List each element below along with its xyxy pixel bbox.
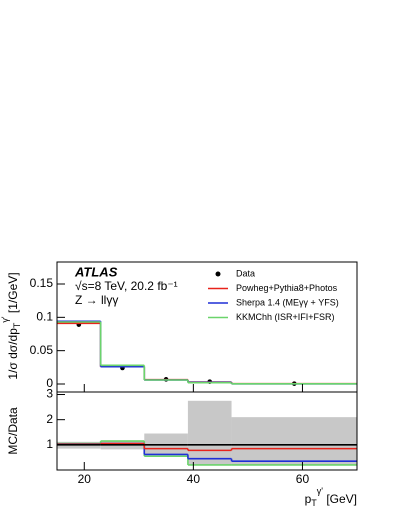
process-label: Z → llγγ (75, 293, 118, 307)
energy-label: √s=8 TeV, 20.2 fb⁻¹ (75, 279, 178, 293)
uncertainty-band (144, 433, 188, 455)
uncertainty-band (231, 417, 357, 465)
y-tick-label: 1 (46, 437, 53, 451)
x-tick-label: 20 (78, 472, 92, 486)
x-tick-label: 60 (296, 472, 310, 486)
y-label-unit: [1/GeV] (6, 272, 20, 316)
y-tick-label: 0.05 (30, 343, 54, 357)
y-tick-label: 0 (46, 376, 53, 390)
x-label-main: p (305, 492, 312, 506)
legend-label: Sherpa 1.4 (MEγγ + YFS) (236, 297, 339, 307)
x-label-unit: [GeV] (323, 492, 357, 506)
legend-label: KKMChh (ISR+IFI+FSR) (236, 312, 335, 322)
uncertainty-band (187, 400, 232, 465)
legend-marker (215, 271, 221, 277)
y-label-main: 1/σ dσ/dp (6, 328, 20, 380)
y-tick-label: 0.1 (36, 310, 53, 324)
x-label-sub: T (311, 498, 317, 508)
legend-label: Powheg+Pythia8+Photos (236, 283, 338, 293)
y-label-sup: γ' (0, 316, 10, 323)
plot-frame (56, 391, 358, 471)
y-tick-label: 2 (46, 412, 53, 426)
x-tick-label: 40 (187, 472, 201, 486)
legend-label: Data (236, 268, 255, 278)
experiment-label: ATLAS (74, 264, 118, 279)
y-tick-label: 3 (46, 387, 53, 401)
x-axis-label: pTγ' [GeV] (305, 486, 357, 508)
x-label-sup: γ' (317, 486, 324, 496)
y-label-sub: T (12, 322, 22, 328)
ratio-axis-label: MC/Data (6, 407, 20, 455)
y-tick-label: 0.15 (30, 276, 54, 290)
y-axis-label: 1/σ dσ/dpTγ' [1/GeV] (0, 272, 22, 379)
